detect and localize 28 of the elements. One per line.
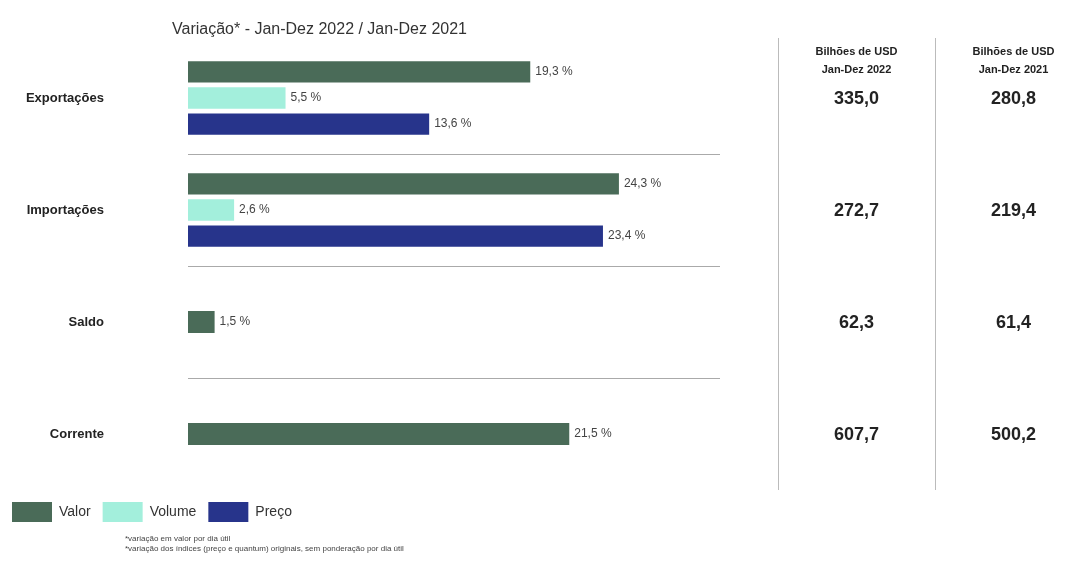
text: *variação em valor por dia útil <box>125 534 231 543</box>
data-label: 1,5 % <box>219 314 251 329</box>
text: 335,0 <box>832 87 880 109</box>
text: Bilhões de USD Jan-Dez 2022 <box>814 44 899 77</box>
text: 272,7 <box>832 199 880 221</box>
data-label: 23,4 % <box>607 228 646 243</box>
data-label: 2,6 % <box>239 202 271 217</box>
text: 607,7 <box>832 423 880 445</box>
text: 280,8 <box>989 87 1037 109</box>
data-label: 5,5 % <box>290 90 322 105</box>
text: Bilhões de USD Jan-Dez 2021 <box>971 44 1056 77</box>
data-label: 13,6 % <box>434 116 472 131</box>
data-label: 19,3 % <box>535 64 573 79</box>
text: 219,4 <box>989 199 1037 221</box>
y-tick-label: Exportações <box>25 89 104 105</box>
text: 62,3 <box>837 311 875 333</box>
data-label: 21,5 % <box>574 426 612 441</box>
y-tick-label: Importações <box>26 201 104 217</box>
legend-label: Volume <box>149 502 197 519</box>
chart-title: Variação* - Jan-Dez 2022 / Jan-Dez 2021 <box>172 20 467 38</box>
y-tick-label: Saldo <box>68 313 105 329</box>
text: *variação dos índices (preço e quantum) originais, sem ponderação por dia útil <box>125 544 404 553</box>
legend-label: Valor <box>59 502 91 519</box>
text: 500,2 <box>989 423 1037 445</box>
text: 61,4 <box>994 311 1032 333</box>
y-tick-label: Corrente <box>49 425 104 441</box>
data-label: 24,3 % <box>623 176 662 191</box>
legend-label: Preço <box>255 502 293 519</box>
